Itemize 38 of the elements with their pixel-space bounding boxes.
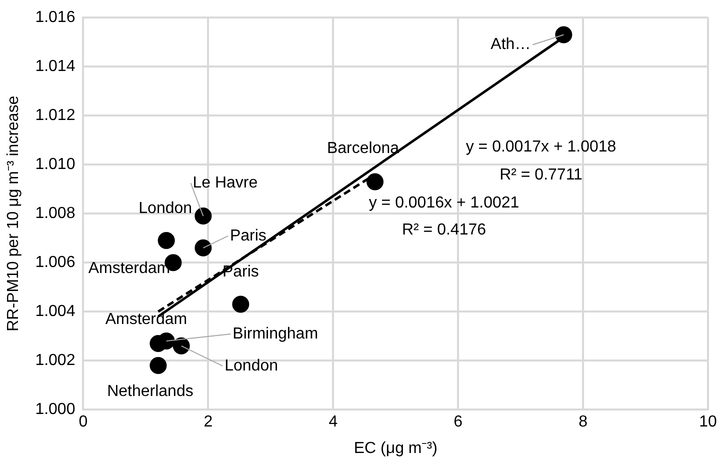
y-tick-label: 1.010 [35,156,76,174]
point [158,232,175,250]
x-tick-label: 8 [578,414,588,431]
annotation: Le Havre [192,174,258,192]
point [194,208,212,225]
annotation: R² = 0.4176 [402,221,486,238]
y-tick-label: 1.016 [35,9,76,26]
y-tick-label: 1.006 [35,254,76,272]
annotation: London [224,357,278,374]
point [366,173,384,190]
y-tick-label: 1.002 [35,352,76,370]
x-tick-label: 4 [328,414,338,431]
annotation: Amsterdam [88,260,170,278]
annotation: y = 0.0016x + 1.0021 [368,194,520,212]
y-tick-label: 1.004 [35,303,76,320]
annotation: Amsterdam [105,310,188,328]
annotation: Ath… [490,36,531,54]
x-tick-label: 0 [78,414,88,431]
annotation: Barcelona [326,140,400,158]
annotation: Paris [230,227,266,244]
annotation: Netherlands [107,382,194,400]
x-tick-label: 6 [454,414,463,431]
annotation: London [138,200,192,217]
y-tick-label: 1.000 [35,401,76,418]
y-tick-label: 1.014 [35,58,76,76]
x-axis-title: EC (μg m⁻³) [354,440,438,457]
y-tick-label: 1.012 [35,107,76,124]
x-tick-label: 2 [204,414,213,431]
annotation: y = 0.0017x + 1.0018 [466,138,616,156]
point [232,296,250,313]
point [150,357,167,374]
x-tick-label: 10 [699,414,717,431]
annotation: Birmingham [232,325,318,342]
y-tick-label: 1.008 [35,205,76,222]
annotation: R² = 0.7711 [500,166,583,184]
point [194,239,212,256]
point [172,337,190,354]
y-axis-title: RR-PM10 per 10 μg m⁻³ increase [5,96,22,332]
